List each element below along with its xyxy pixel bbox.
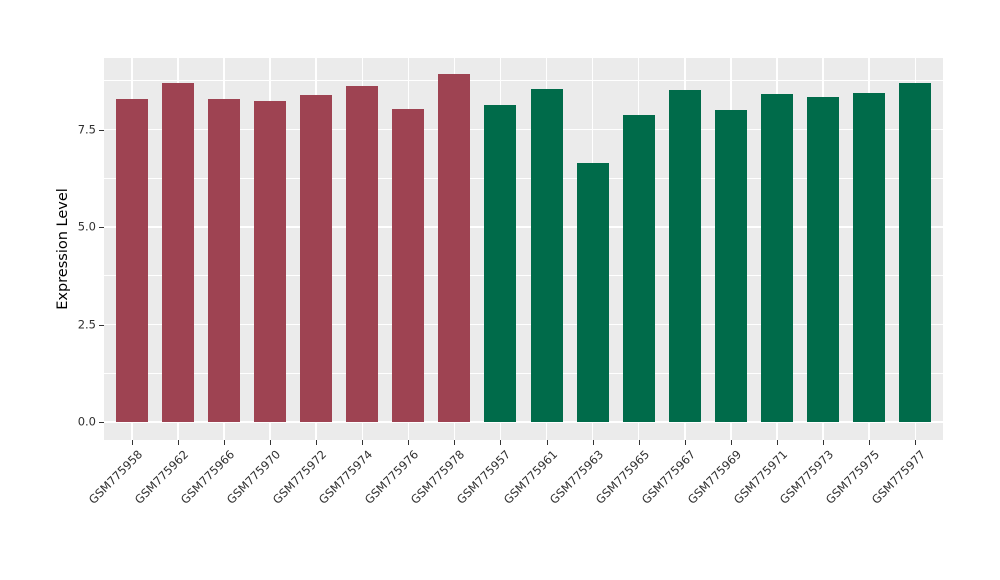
x-tick xyxy=(546,440,548,445)
bar-GSM775974 xyxy=(346,86,379,422)
bar-GSM775971 xyxy=(760,93,793,422)
x-tick xyxy=(224,440,225,445)
y-tick-label: 7.5 xyxy=(77,121,96,136)
x-tick xyxy=(915,440,917,445)
y-tick-label: 2.5 xyxy=(77,316,96,331)
bar-GSM775966 xyxy=(208,98,240,422)
x-tick xyxy=(823,440,825,445)
bar-GSM775963 xyxy=(576,162,609,422)
y-tick-label: 5.0 xyxy=(77,219,96,234)
bar-GSM775973 xyxy=(807,97,840,422)
bar-GSM775957 xyxy=(484,104,517,422)
h-gridline-minor xyxy=(104,177,943,179)
bar-GSM775958 xyxy=(115,99,148,422)
h-gridline-major xyxy=(104,323,943,326)
bar-GSM775962 xyxy=(161,83,194,422)
h-gridline-major xyxy=(104,421,943,423)
x-tick xyxy=(131,440,133,445)
bar-GSM775970 xyxy=(254,101,287,422)
bar-GSM775967 xyxy=(668,89,701,422)
bar-GSM775972 xyxy=(300,95,333,422)
x-tick xyxy=(869,440,871,445)
y-tick xyxy=(99,227,104,228)
x-tick xyxy=(362,440,364,445)
x-tick xyxy=(730,440,732,445)
x-tick xyxy=(316,440,318,445)
y-tick xyxy=(99,129,104,131)
bar-GSM775975 xyxy=(853,93,886,422)
h-gridline-minor xyxy=(104,80,943,82)
bar-GSM775976 xyxy=(392,109,425,422)
h-gridline-minor xyxy=(104,275,943,277)
x-tick xyxy=(592,440,594,445)
y-tick xyxy=(99,324,104,326)
bar-GSM775965 xyxy=(622,114,655,422)
x-tick xyxy=(776,440,778,445)
bar-GSM775978 xyxy=(438,74,471,422)
x-tick xyxy=(454,440,456,445)
h-gridline-major xyxy=(104,128,943,131)
x-tick xyxy=(408,440,410,445)
x-tick xyxy=(500,440,502,445)
h-gridline-minor xyxy=(104,372,943,374)
x-tick xyxy=(270,440,272,445)
h-gridline-major xyxy=(104,226,943,228)
bar-GSM775969 xyxy=(714,110,747,422)
y-axis-title: Expression Level xyxy=(55,188,71,310)
bar-GSM775977 xyxy=(899,83,932,422)
x-tick xyxy=(684,440,686,445)
y-tick xyxy=(99,422,104,423)
bar-GSM775961 xyxy=(530,89,563,422)
x-tick xyxy=(177,440,179,445)
plot-panel xyxy=(104,58,943,440)
x-tick xyxy=(638,440,640,445)
y-tick-label: 0.0 xyxy=(77,414,96,429)
